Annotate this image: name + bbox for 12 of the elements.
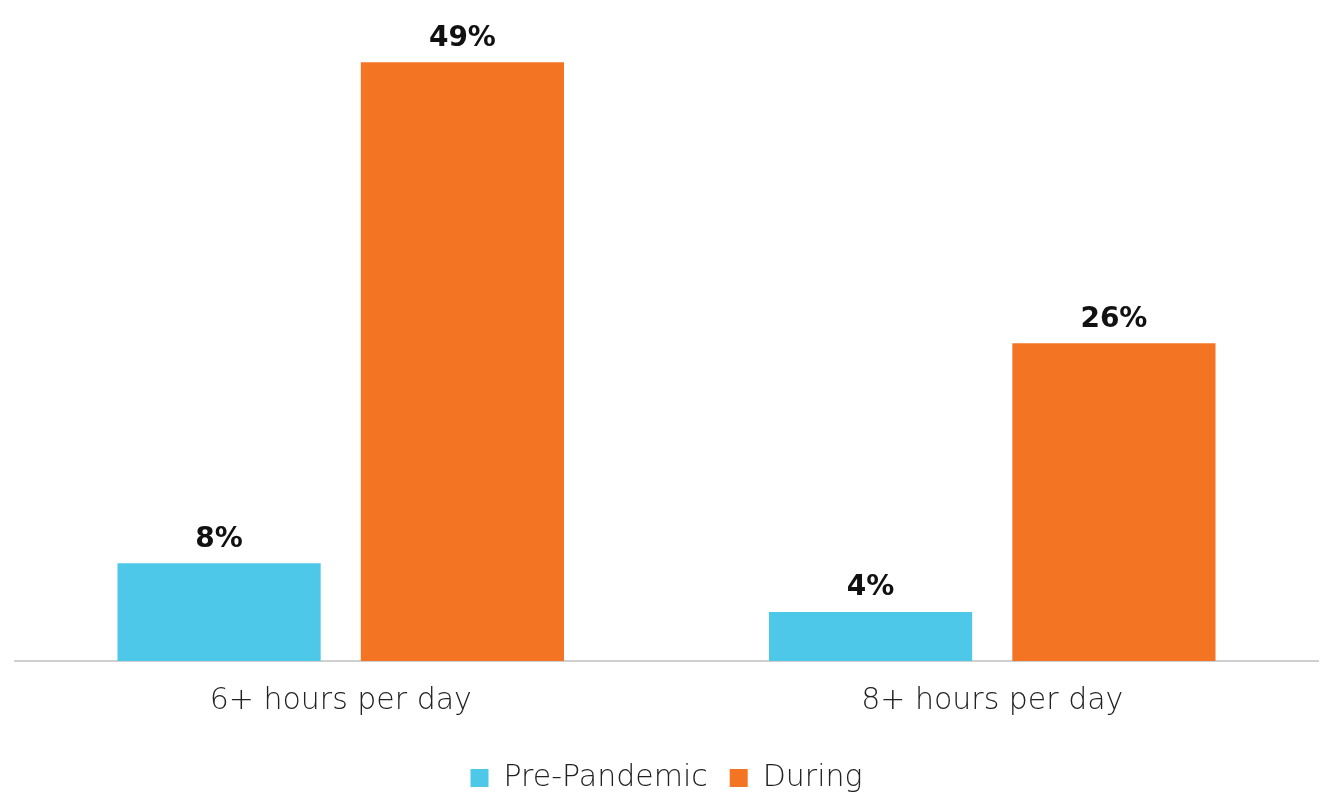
legend-label: During xyxy=(762,757,863,793)
bar xyxy=(768,612,973,661)
bar xyxy=(360,62,565,661)
legend-label: Pre-Pandemic xyxy=(503,757,708,793)
data-label: 4% xyxy=(846,569,895,603)
bar xyxy=(117,563,321,661)
bar xyxy=(1012,343,1216,661)
data-label: 26% xyxy=(1080,300,1148,334)
x-tick-label: 8+ hours per day xyxy=(861,680,1124,716)
x-tick-label: 6+ hours per day xyxy=(209,680,472,716)
data-label: 8% xyxy=(195,520,243,554)
data-label: 49% xyxy=(428,19,496,53)
